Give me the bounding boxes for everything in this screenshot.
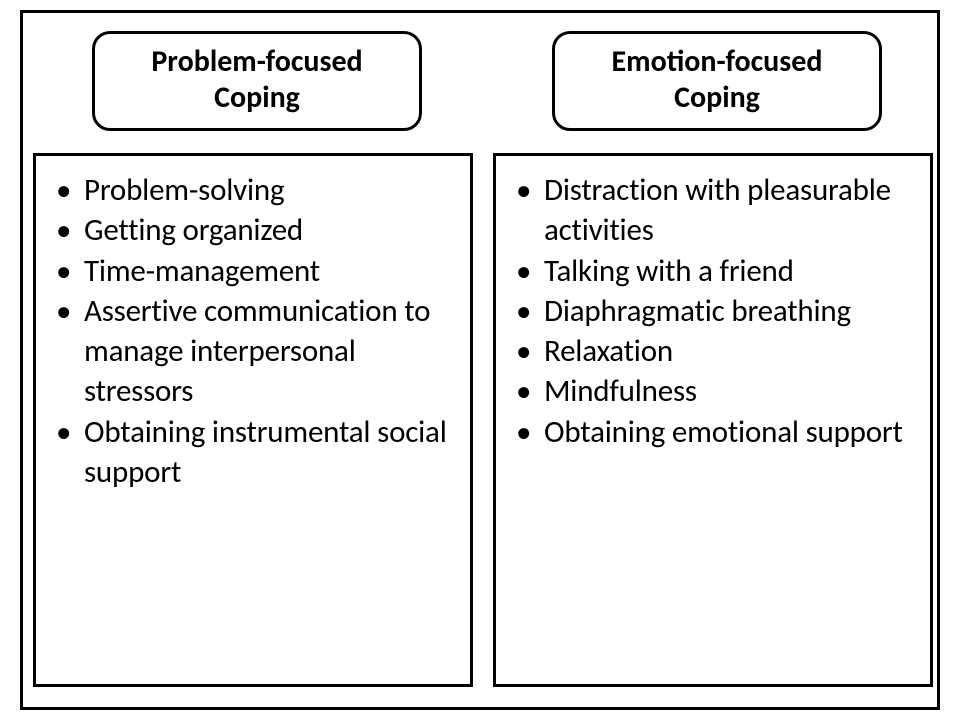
list-item: Relaxation [514,331,916,371]
header-problem-focused: Problem-focused Coping [92,31,422,131]
list-item: Diaphragmatic breathing [514,291,916,331]
list-item: Problem-solving [54,170,456,210]
header-emotion-focused: Emotion-focused Coping [552,31,882,131]
list-item: Obtaining instrumental social support [54,412,456,493]
header-line1: Emotion-focused [612,43,823,80]
list-item: Obtaining emotional support [514,412,916,452]
list-item: Assertive communication to manage interp… [54,291,456,412]
list-box-problem-focused: Problem-solving Getting organized Time-m… [33,153,473,687]
header-line2: Coping [214,79,300,116]
list-emotion-focused: Distraction with pleasurable activities … [514,170,916,452]
diagram-outer-frame: Problem-focused Coping Problem-solving G… [20,10,940,710]
list-item: Getting organized [54,210,456,250]
column-problem-focused: Problem-focused Coping Problem-solving G… [33,13,481,687]
header-line2: Coping [674,79,760,116]
list-item: Mindfulness [514,371,916,411]
list-box-emotion-focused: Distraction with pleasurable activities … [493,153,933,687]
list-item: Talking with a friend [514,251,916,291]
column-emotion-focused: Emotion-focused Coping Distraction with … [493,13,941,687]
list-item: Time-management [54,251,456,291]
header-line1: Problem-focused [151,43,362,80]
list-item: Distraction with pleasurable activities [514,170,916,251]
list-problem-focused: Problem-solving Getting organized Time-m… [54,170,456,492]
